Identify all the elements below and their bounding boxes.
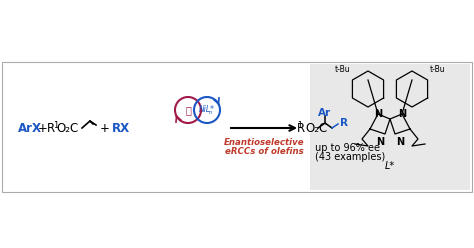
Text: RX: RX — [112, 122, 130, 134]
Text: eRCCs of olefins: eRCCs of olefins — [225, 147, 303, 156]
Text: +: + — [38, 122, 48, 134]
Text: 1: 1 — [297, 121, 302, 129]
Text: R: R — [340, 118, 348, 128]
Text: N: N — [374, 109, 382, 119]
Text: O₂C: O₂C — [56, 122, 78, 134]
Bar — [310, 64, 470, 190]
Text: N: N — [398, 109, 406, 119]
Text: up to 96% ee: up to 96% ee — [315, 143, 380, 153]
Text: O₂C: O₂C — [305, 122, 327, 134]
Text: ArX: ArX — [18, 122, 42, 134]
Text: 1: 1 — [54, 121, 59, 129]
Text: +: + — [100, 122, 110, 134]
Text: Enantioselective: Enantioselective — [224, 138, 304, 147]
Text: t-Bu: t-Bu — [430, 64, 446, 73]
Text: Ar: Ar — [319, 108, 331, 118]
Text: (43 examples): (43 examples) — [315, 152, 385, 162]
Text: N: N — [396, 137, 404, 147]
Text: R: R — [47, 122, 55, 134]
Text: n: n — [208, 111, 212, 116]
Text: R: R — [297, 122, 305, 134]
Bar — [2, 62, 472, 192]
Text: NiL*: NiL* — [199, 104, 215, 114]
Text: t-Bu: t-Bu — [334, 64, 350, 73]
Text: N: N — [376, 137, 384, 147]
Text: L*: L* — [385, 161, 395, 171]
Text: ⦰: ⦰ — [185, 105, 191, 115]
